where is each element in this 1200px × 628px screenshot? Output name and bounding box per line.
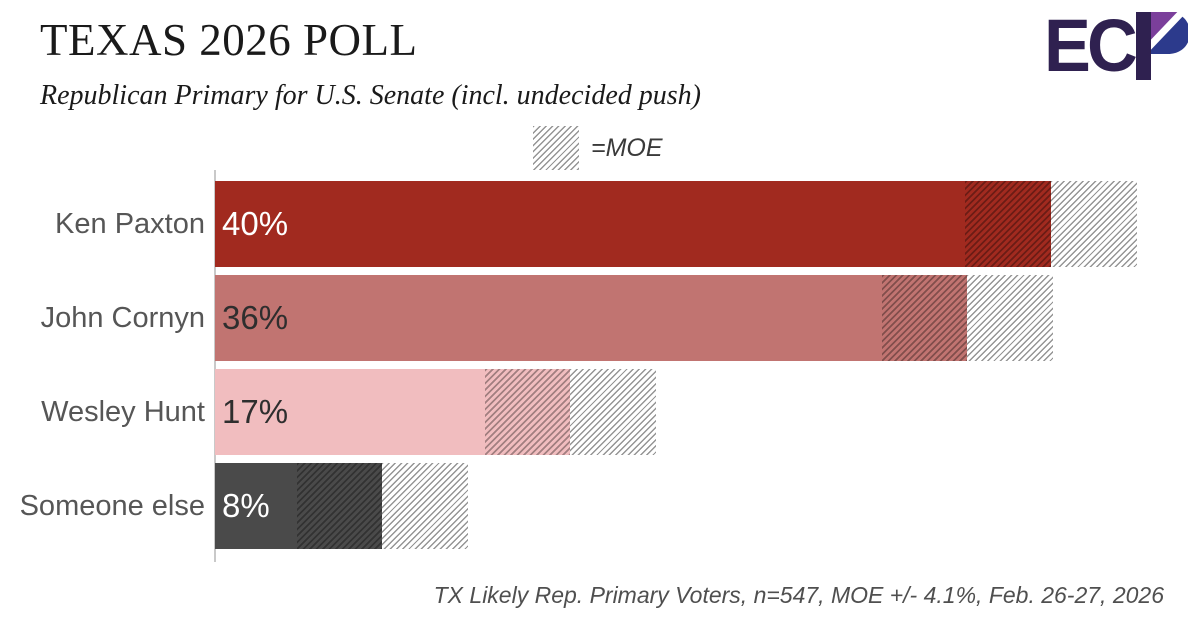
ecp-logo: EC (1044, 4, 1190, 89)
candidate-label: Someone else (19, 489, 205, 522)
bar-moe-inner-segment (881, 275, 968, 361)
bar-row: Wesley Hunt 17% (0, 369, 1137, 455)
bar-moe-outer-segment (1050, 181, 1137, 267)
bar-moe-inner-segment (296, 463, 383, 549)
bar-value-label: 8% (222, 487, 270, 524)
methodology-note: TX Likely Rep. Primary Voters, n=547, MO… (433, 582, 1164, 608)
bar-solid-segment (215, 463, 297, 549)
bar-rows: Ken Paxton 40% John Cornyn 36% Wesley Hunt 17… (0, 181, 1137, 549)
bar-moe-outer-segment (382, 463, 468, 549)
bar-value-label: 36% (222, 299, 289, 336)
candidate-label: Wesley Hunt (41, 395, 205, 428)
moe-legend-label: =MOE (591, 133, 663, 162)
logo-letters: EC (1046, 10, 1136, 84)
poll-bar: 8% (215, 463, 468, 549)
poll-bar: 36% (215, 275, 1054, 361)
candidate-label: Ken Paxton (55, 207, 205, 240)
bar-solid-segment (215, 369, 485, 455)
moe-legend: =MOE (533, 126, 663, 170)
bar-row: Someone else 8% (0, 463, 1137, 549)
candidate-label: John Cornyn (40, 301, 205, 334)
bar-value-label: 17% (222, 393, 289, 430)
bar-moe-inner-segment (484, 369, 571, 455)
y-axis-line (214, 170, 216, 562)
poll-bar: 17% (215, 369, 656, 455)
page-title: TEXAS 2026 POLL (40, 15, 418, 65)
moe-hatch-swatch (533, 126, 579, 170)
ecp-logo-icon: EC (1044, 4, 1190, 87)
bar-solid-segment (215, 181, 966, 267)
bar-moe-outer-segment (570, 369, 656, 455)
poll-bar: 40% (215, 181, 1137, 267)
bar-moe-inner-segment (965, 181, 1051, 267)
bar-moe-outer-segment (967, 275, 1054, 361)
bar-row: John Cornyn 36% (0, 275, 1137, 361)
bar-solid-segment (215, 275, 882, 361)
page-subtitle: Republican Primary for U.S. Senate (incl… (40, 80, 701, 111)
bar-value-label: 40% (222, 205, 289, 242)
logo-p-icon (1136, 6, 1190, 80)
bar-row: Ken Paxton 40% (0, 181, 1137, 267)
